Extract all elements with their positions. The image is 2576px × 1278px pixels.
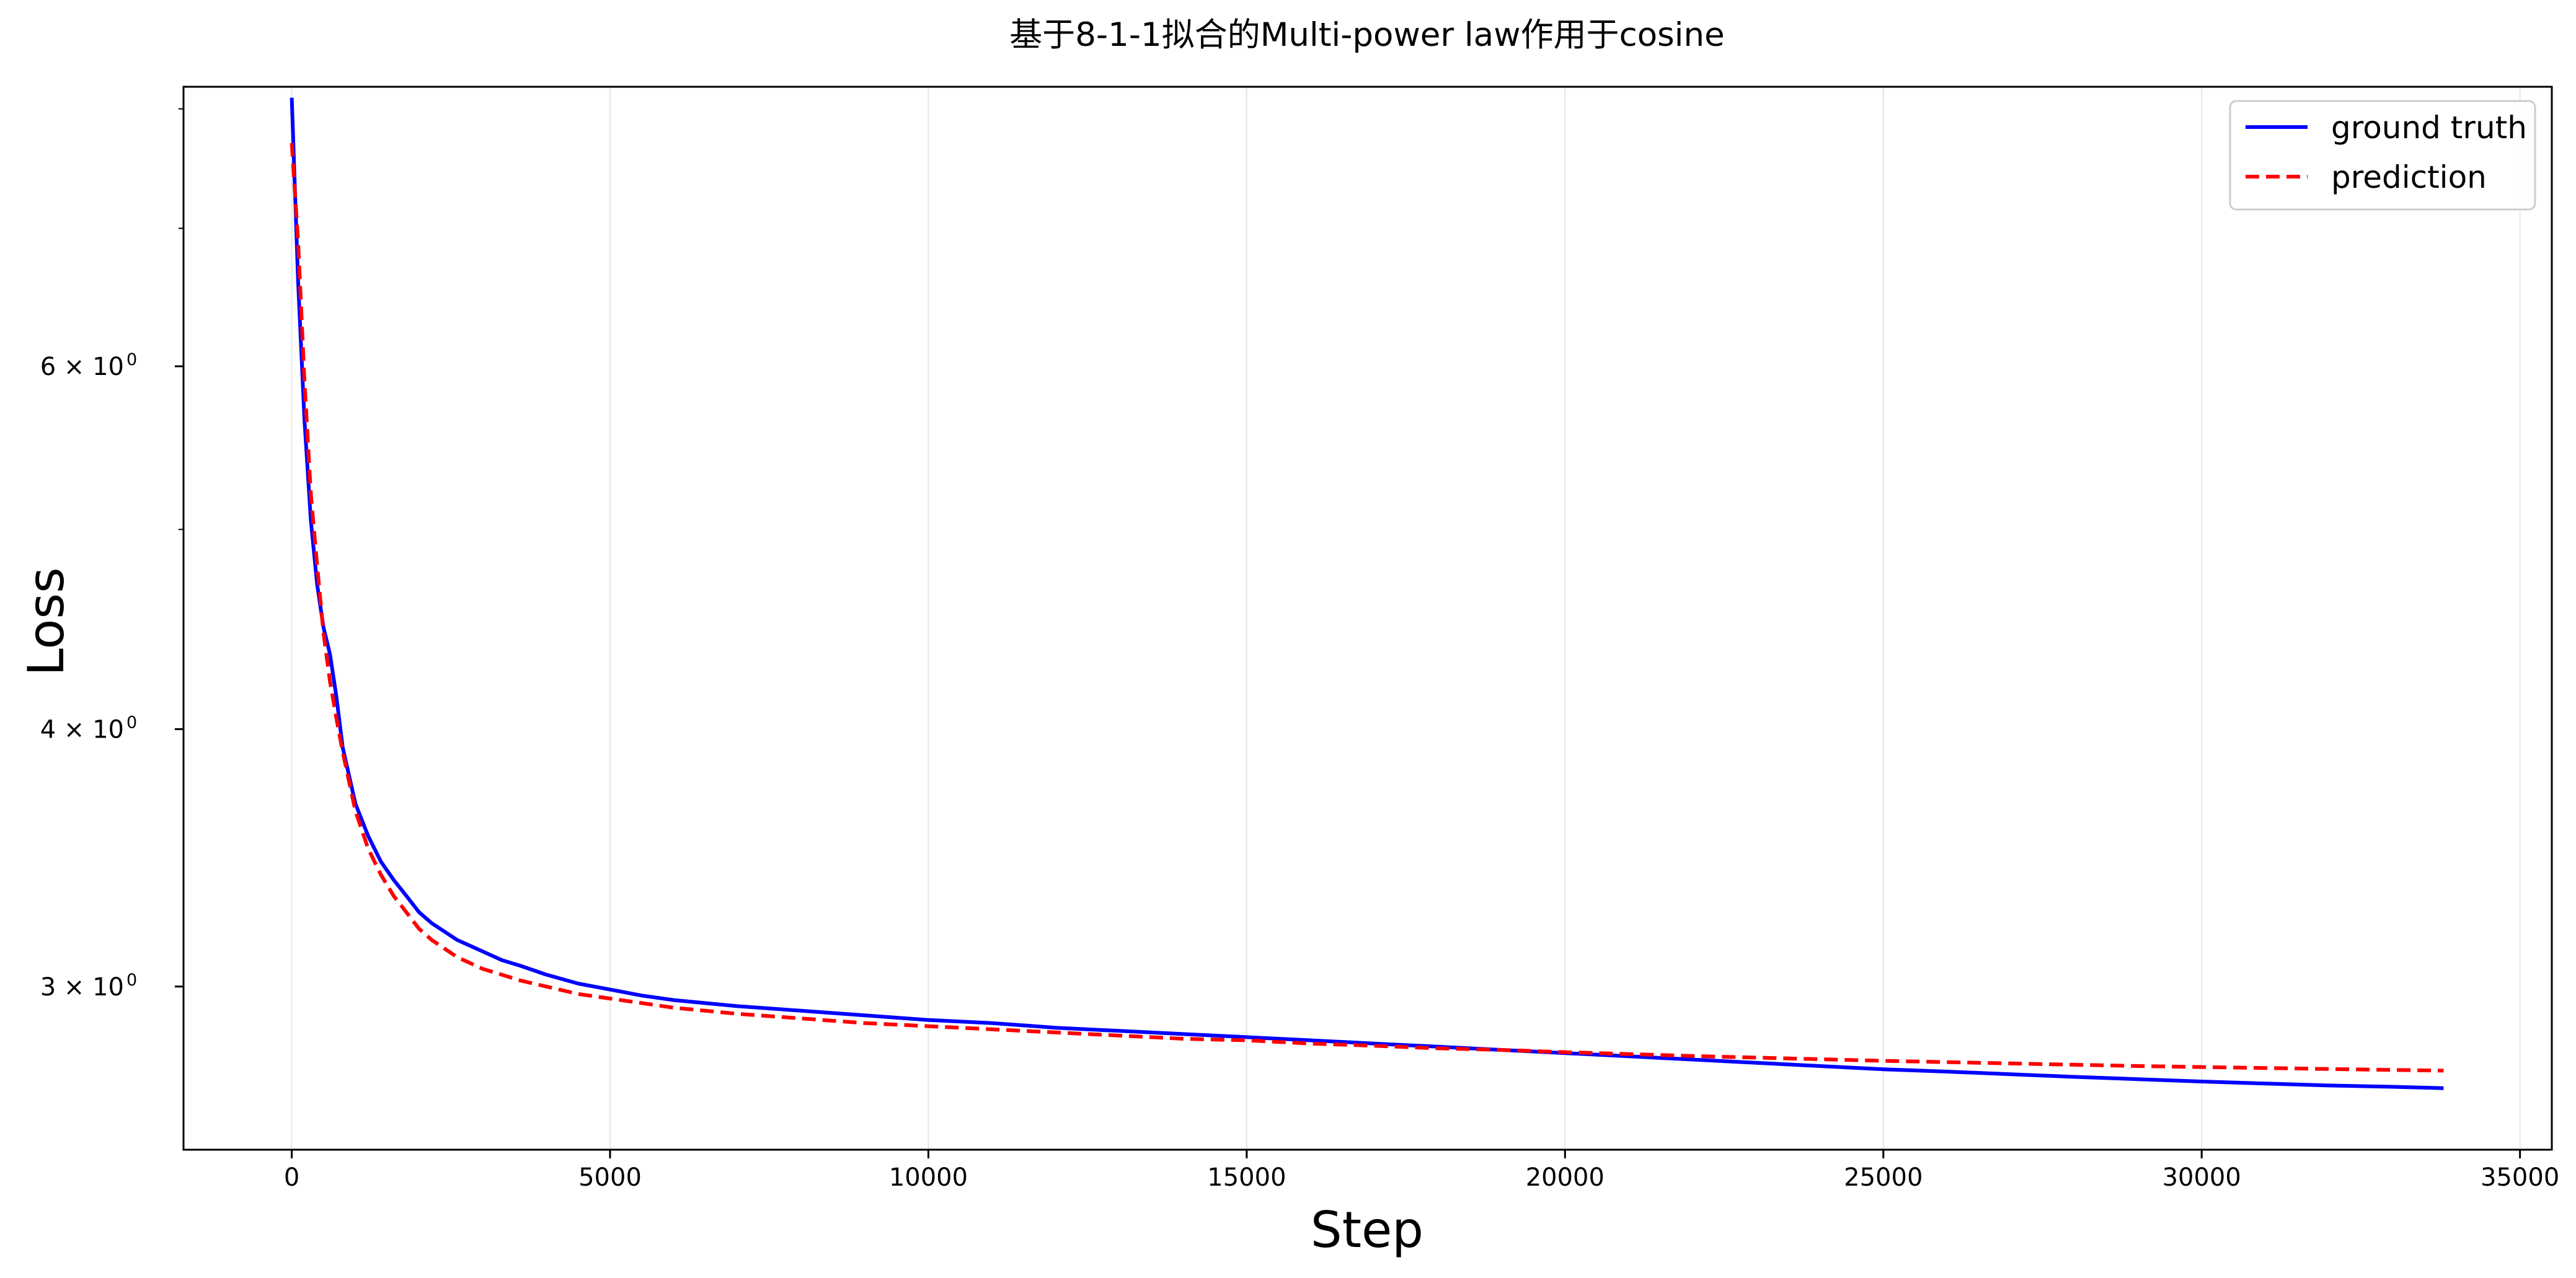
chart-title: 基于8-1-1拟合的Multi-power law作用于cosine (1009, 16, 1724, 54)
x-tick-label: 20000 (1526, 1163, 1604, 1192)
x-axis: 0 5000 10000 15000 20000 25000 30000 35000 (284, 1150, 2559, 1192)
y-tick-label: 6 × 10 (40, 353, 124, 381)
x-tick-label: 10000 (889, 1163, 968, 1192)
y-axis: 6 × 10 04 × 10 03 × 10 0 (40, 108, 184, 1002)
y-tick-label: 4 × 10 (40, 715, 124, 744)
legend-label-prediction: prediction (2331, 159, 2487, 195)
x-tick-label: 25000 (1844, 1163, 1923, 1192)
grid (291, 87, 2521, 1150)
x-axis-label: Step (1311, 1201, 1423, 1259)
y-axis-label: Loss (17, 567, 75, 676)
x-tick-label: 5000 (578, 1163, 642, 1192)
y-tick-label: 3 × 10 (40, 973, 124, 1002)
legend-label-ground-truth: ground truth (2331, 110, 2527, 146)
series-line-ground-truth (290, 97, 2444, 1090)
plot-area (290, 97, 2444, 1090)
plot-frame (182, 86, 2553, 1151)
x-tick-label: 0 (284, 1163, 299, 1192)
x-tick-label: 15000 (1207, 1163, 1286, 1192)
y-tick-exponent: 0 (126, 713, 137, 732)
y-tick-exponent: 0 (126, 350, 137, 369)
x-tick-label: 30000 (2162, 1163, 2241, 1192)
series-line-prediction (290, 143, 2444, 1073)
y-tick-exponent: 0 (126, 971, 137, 990)
legend: ground truth prediction (2229, 100, 2536, 211)
x-tick-label: 35000 (2481, 1163, 2559, 1192)
